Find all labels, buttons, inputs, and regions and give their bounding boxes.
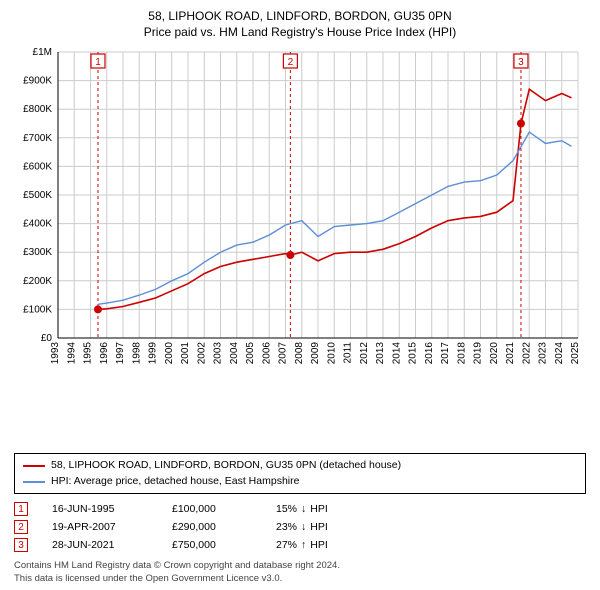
svg-text:1999: 1999 xyxy=(148,342,159,365)
svg-text:£700K: £700K xyxy=(23,133,52,144)
svg-text:2012: 2012 xyxy=(359,342,370,365)
sale-delta-label: HPI xyxy=(310,503,328,515)
footer: Contains HM Land Registry data © Crown c… xyxy=(14,560,586,586)
arrow-down-icon: ↓ xyxy=(301,503,306,515)
svg-text:2011: 2011 xyxy=(343,342,354,364)
svg-text:2022: 2022 xyxy=(521,342,532,365)
arrow-down-icon: ↓ xyxy=(301,521,306,533)
svg-text:2005: 2005 xyxy=(245,342,256,365)
svg-text:1993: 1993 xyxy=(50,342,61,365)
sale-marker-box: 3 xyxy=(14,538,28,552)
svg-text:£100K: £100K xyxy=(23,305,52,316)
sale-date: 19-APR-2007 xyxy=(52,521,148,533)
sale-date: 28-JUN-2021 xyxy=(52,539,148,551)
svg-text:2010: 2010 xyxy=(326,342,337,365)
svg-text:2003: 2003 xyxy=(213,342,224,365)
arrow-up-icon: ↑ xyxy=(301,539,306,551)
sales-row: 2 19-APR-2007 £290,000 23% ↓ HPI xyxy=(14,518,586,536)
sale-delta: 27% ↑ HPI xyxy=(276,539,366,551)
svg-text:1996: 1996 xyxy=(99,342,110,365)
svg-text:1998: 1998 xyxy=(131,342,142,365)
svg-text:2021: 2021 xyxy=(505,342,516,365)
sales-table: 1 16-JUN-1995 £100,000 15% ↓ HPI 2 19-APR-2007 £… xyxy=(14,500,586,554)
sale-delta: 15% ↓ HPI xyxy=(276,503,366,515)
svg-text:2001: 2001 xyxy=(180,342,191,365)
svg-text:2000: 2000 xyxy=(164,342,175,365)
sale-marker-box: 2 xyxy=(14,520,28,534)
svg-text:2013: 2013 xyxy=(375,342,386,365)
svg-text:£1M: £1M xyxy=(33,47,52,58)
sale-delta-pct: 15% xyxy=(276,503,297,515)
svg-text:1: 1 xyxy=(95,57,101,68)
svg-text:3: 3 xyxy=(518,57,524,68)
chart-area: £0£100K£200K£300K£400K£500K£600K£700K£80… xyxy=(12,46,588,447)
legend-label: HPI: Average price, detached house, East… xyxy=(51,474,299,490)
sales-row: 1 16-JUN-1995 £100,000 15% ↓ HPI xyxy=(14,500,586,518)
sale-date: 16-JUN-1995 xyxy=(52,503,148,515)
legend: 58, LIPHOOK ROAD, LINDFORD, BORDON, GU35… xyxy=(14,453,586,495)
svg-text:2004: 2004 xyxy=(229,342,240,365)
svg-text:2019: 2019 xyxy=(473,342,484,365)
sale-delta-label: HPI xyxy=(310,539,328,551)
svg-text:£200K: £200K xyxy=(23,276,52,287)
sale-delta-pct: 23% xyxy=(276,521,297,533)
sale-delta-label: HPI xyxy=(310,521,328,533)
sale-marker-box: 1 xyxy=(14,502,28,516)
svg-text:£600K: £600K xyxy=(23,162,52,173)
svg-text:1994: 1994 xyxy=(66,342,77,365)
legend-swatch xyxy=(23,465,45,467)
title-block: 58, LIPHOOK ROAD, LINDFORD, BORDON, GU35… xyxy=(12,8,588,40)
svg-text:2007: 2007 xyxy=(278,342,289,365)
svg-text:£900K: £900K xyxy=(23,76,52,87)
sale-price: £100,000 xyxy=(172,503,252,515)
svg-text:2006: 2006 xyxy=(261,342,272,365)
svg-text:2: 2 xyxy=(288,57,294,68)
svg-text:2014: 2014 xyxy=(391,342,402,365)
svg-text:2017: 2017 xyxy=(440,342,451,365)
svg-text:1995: 1995 xyxy=(83,342,94,365)
legend-label: 58, LIPHOOK ROAD, LINDFORD, BORDON, GU35… xyxy=(51,458,401,474)
svg-text:2025: 2025 xyxy=(570,342,581,365)
svg-text:1997: 1997 xyxy=(115,342,126,365)
sales-row: 3 28-JUN-2021 £750,000 27% ↑ HPI xyxy=(14,536,586,554)
sale-price: £750,000 xyxy=(172,539,252,551)
svg-text:£500K: £500K xyxy=(23,190,52,201)
svg-text:2016: 2016 xyxy=(424,342,435,365)
footer-line-2: This data is licensed under the Open Gov… xyxy=(14,573,586,586)
svg-text:2018: 2018 xyxy=(456,342,467,365)
sale-price: £290,000 xyxy=(172,521,252,533)
sale-delta-pct: 27% xyxy=(276,539,297,551)
svg-text:2020: 2020 xyxy=(489,342,500,365)
title-line-2: Price paid vs. HM Land Registry's House … xyxy=(12,24,588,40)
legend-item: 58, LIPHOOK ROAD, LINDFORD, BORDON, GU35… xyxy=(23,458,577,474)
svg-text:2009: 2009 xyxy=(310,342,321,365)
svg-text:2015: 2015 xyxy=(408,342,419,365)
svg-text:£300K: £300K xyxy=(23,248,52,259)
footer-line-1: Contains HM Land Registry data © Crown c… xyxy=(14,560,586,573)
sale-delta: 23% ↓ HPI xyxy=(276,521,366,533)
legend-item: HPI: Average price, detached house, East… xyxy=(23,474,577,490)
line-chart-svg: £0£100K£200K£300K£400K£500K£600K£700K£80… xyxy=(12,46,588,366)
svg-text:2023: 2023 xyxy=(538,342,549,365)
svg-text:2008: 2008 xyxy=(294,342,305,365)
legend-swatch xyxy=(23,481,45,483)
svg-text:2002: 2002 xyxy=(196,342,207,365)
svg-text:2024: 2024 xyxy=(554,342,565,365)
svg-text:£800K: £800K xyxy=(23,105,52,116)
chart-container: 58, LIPHOOK ROAD, LINDFORD, BORDON, GU35… xyxy=(0,0,600,590)
title-line-1: 58, LIPHOOK ROAD, LINDFORD, BORDON, GU35… xyxy=(12,8,588,24)
svg-text:£400K: £400K xyxy=(23,219,52,230)
